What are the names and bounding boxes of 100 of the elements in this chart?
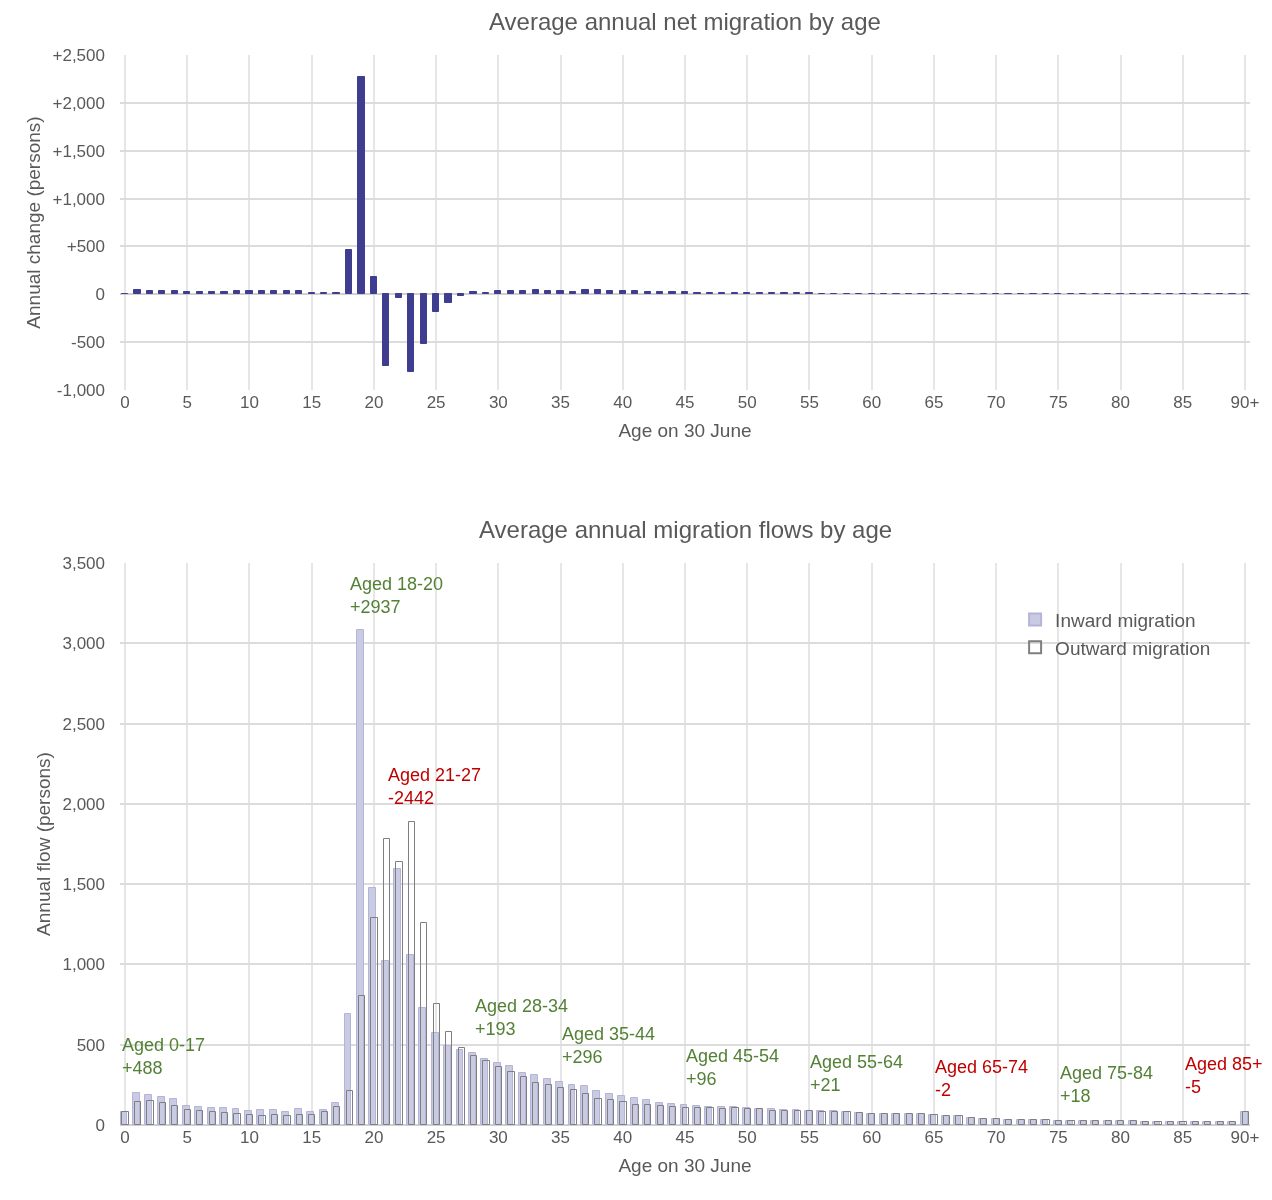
x-tick-label: 60 <box>862 393 882 412</box>
bar <box>631 290 638 294</box>
bar <box>146 1100 154 1125</box>
x-tick-label: 65 <box>924 393 944 412</box>
bar <box>644 291 651 294</box>
bar <box>295 290 302 294</box>
y-tick-label: +1,000 <box>52 189 105 209</box>
legend-label: Inward migration <box>1055 609 1196 631</box>
bar <box>420 922 427 1125</box>
x-tick-label: 40 <box>613 393 633 412</box>
bar <box>420 293 427 344</box>
x-tick-label: 10 <box>239 1128 259 1147</box>
x-tick-label: 70 <box>986 393 1006 412</box>
x-tick-label: 70 <box>986 1128 1006 1147</box>
bar <box>395 861 403 1125</box>
x-tick-label: 25 <box>426 1128 446 1147</box>
bar <box>532 289 539 294</box>
bar <box>494 290 501 294</box>
x-tick-label: 35 <box>551 393 571 412</box>
x-tick-label: 85 <box>1173 393 1193 412</box>
x-tick-label: 55 <box>799 393 819 412</box>
bar <box>270 290 277 294</box>
bar <box>469 291 477 294</box>
x-tick-label: 0 <box>120 393 130 412</box>
bar <box>383 838 390 1125</box>
bar <box>258 290 265 294</box>
bar <box>382 293 389 366</box>
x-tick-label: 55 <box>799 1128 819 1147</box>
y-tick-label: 1,500 <box>62 875 105 895</box>
x-tick-label: 60 <box>862 1128 882 1147</box>
bar <box>668 291 676 294</box>
x-tick-label: 75 <box>1048 393 1068 412</box>
bar <box>370 917 378 1125</box>
bar <box>283 290 290 294</box>
y-tick-label: 2,000 <box>62 794 105 814</box>
annotation: Aged 85+ -5 <box>1185 1054 1263 1098</box>
x-tick-label: 90+ <box>1230 1128 1260 1147</box>
chart-title: Average annual migration flows by age <box>479 516 893 543</box>
bar <box>570 1089 577 1125</box>
bar <box>146 290 153 294</box>
bar <box>208 291 215 294</box>
y-tick-label: 1,000 <box>62 955 105 975</box>
bar <box>357 76 365 294</box>
bar <box>407 293 414 372</box>
x-tick-label: 15 <box>302 393 322 412</box>
x-tick-label: 85 <box>1173 1128 1193 1147</box>
y-axis-title: Annual flow (persons) <box>33 752 55 936</box>
bar <box>569 291 576 294</box>
x-tick-label: 30 <box>488 1128 508 1147</box>
bar <box>544 290 551 294</box>
x-tick-label: 15 <box>302 1128 322 1147</box>
annotation: Aged 0-17 +488 <box>122 1035 206 1079</box>
bar <box>233 1113 241 1125</box>
bar <box>183 291 190 294</box>
y-axis-title: Annual change (persons) <box>23 116 45 329</box>
bar <box>656 291 663 294</box>
x-axis-title: Age on 30 June <box>618 419 752 441</box>
x-tick-label: 90+ <box>1230 393 1260 412</box>
x-tick-label: 35 <box>551 1128 571 1147</box>
bar <box>283 1115 291 1125</box>
bar <box>519 290 526 294</box>
annotation: Aged 55-64 +21 <box>810 1052 904 1096</box>
x-tick-label: 5 <box>182 393 192 412</box>
annotation: Aged 18-20 +2937 <box>350 574 444 618</box>
bar <box>408 821 415 1125</box>
y-tick-label: -1,000 <box>56 380 105 400</box>
bar <box>594 289 601 294</box>
bar <box>594 1098 602 1125</box>
x-axis-title: Age on 30 June <box>618 1154 752 1176</box>
bar <box>134 1101 141 1125</box>
bar <box>445 1031 452 1125</box>
bar <box>507 290 514 294</box>
bar <box>133 289 141 294</box>
y-tick-label: 3,000 <box>62 634 105 654</box>
y-tick-label: +2,500 <box>52 45 105 65</box>
x-tick-label: 25 <box>426 393 446 412</box>
x-tick-label: 75 <box>1048 1128 1068 1147</box>
y-tick-label: -500 <box>70 333 105 353</box>
annotation: Aged 65-74 -2 <box>935 1057 1029 1101</box>
x-tick-label: 50 <box>737 393 757 412</box>
y-tick-label: +1,500 <box>52 141 105 161</box>
x-tick-label: 5 <box>182 1128 192 1147</box>
bar <box>556 290 564 294</box>
bar <box>258 1115 266 1125</box>
x-tick-label: 0 <box>120 1128 130 1147</box>
bar <box>395 293 402 298</box>
bar <box>681 291 688 294</box>
annotation: Aged 21-27 -2442 <box>388 765 482 809</box>
y-tick-label: +500 <box>66 237 105 257</box>
bar <box>507 1071 515 1125</box>
bar <box>358 995 365 1125</box>
bar <box>196 291 203 294</box>
bar <box>606 290 613 294</box>
x-tick-label: 30 <box>488 393 508 412</box>
bar <box>432 293 439 312</box>
bar <box>370 276 377 294</box>
y-tick-label: 2,500 <box>62 714 105 734</box>
bar <box>433 1003 440 1125</box>
bar <box>245 290 253 294</box>
bar <box>233 290 240 294</box>
